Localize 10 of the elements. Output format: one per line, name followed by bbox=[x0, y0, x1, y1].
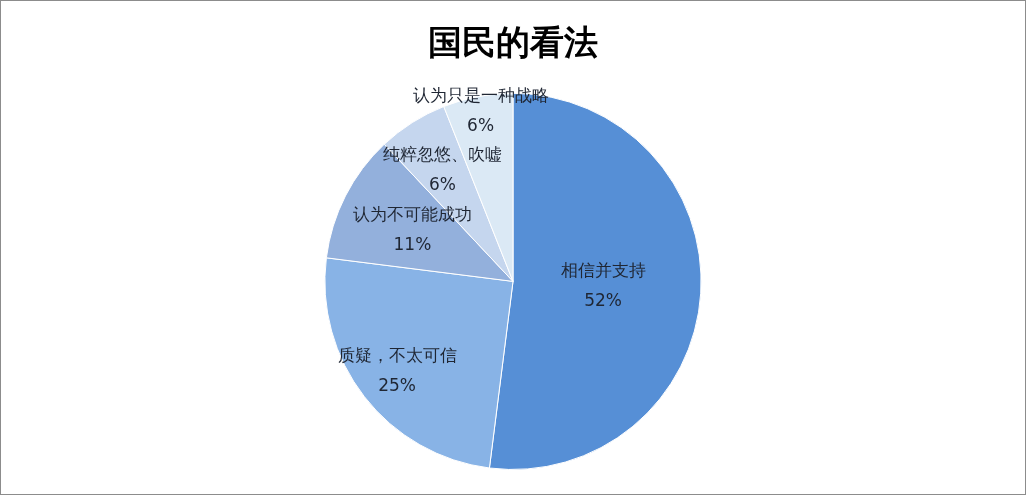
slice-label: 相信并支持 bbox=[560, 260, 646, 281]
data-label: 25% bbox=[378, 374, 416, 395]
data-label: 52% bbox=[584, 290, 623, 311]
data-label: 11% bbox=[393, 233, 432, 254]
data-label: 6% bbox=[428, 173, 456, 194]
chart-title: 国民的看法 bbox=[428, 22, 598, 63]
slice-label: 质疑，不太可信 bbox=[337, 344, 457, 365]
data-label: 6% bbox=[467, 114, 495, 135]
slice-label: 纯粹忽悠、吹嘘 bbox=[382, 143, 502, 164]
slice-label: 认为不可能成功 bbox=[352, 203, 472, 224]
